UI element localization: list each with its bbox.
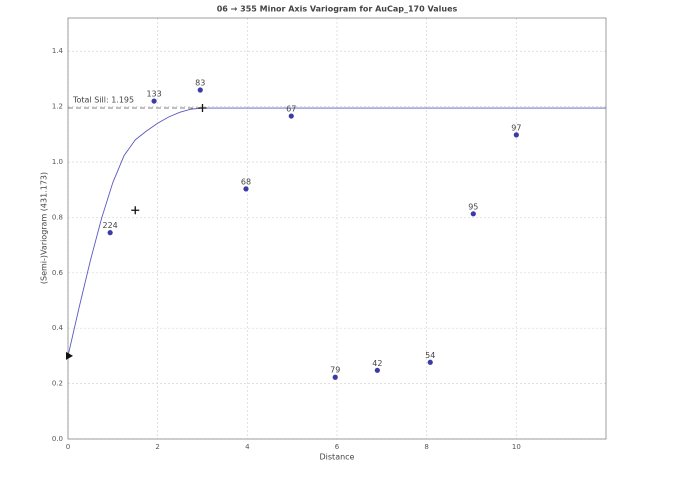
point-label: 97 — [511, 123, 521, 132]
y-tick-label: 0.0 — [52, 435, 63, 443]
x-axis-label: Distance — [320, 453, 355, 462]
plot-frame — [67, 17, 607, 440]
y-tick-label: 1.0 — [52, 158, 63, 166]
x-tick-label: 8 — [424, 443, 428, 451]
point-label: 68 — [241, 177, 251, 186]
point — [197, 87, 203, 93]
point-label: 54 — [425, 351, 435, 360]
nugget-marker — [66, 351, 73, 360]
point-label: 83 — [195, 79, 205, 88]
point — [374, 367, 380, 373]
x-tick-label: 0 — [66, 443, 70, 451]
y-tick-label: 1.4 — [52, 47, 64, 55]
point-label: 67 — [286, 105, 296, 114]
x-tick-label: 10 — [512, 443, 521, 451]
point-label: 42 — [372, 359, 382, 368]
point — [513, 132, 519, 138]
point — [470, 211, 476, 217]
point — [427, 359, 433, 365]
x-tick-label: 6 — [335, 443, 340, 451]
point — [107, 230, 113, 236]
y-tick-label: 0.2 — [52, 380, 63, 388]
model-line — [67, 107, 606, 357]
y-tick-label: 0.4 — [52, 324, 64, 332]
range-marker — [198, 104, 207, 113]
point — [288, 113, 294, 119]
sill-label: Total Sill: 1.195 — [72, 96, 134, 105]
point-label: 133 — [146, 90, 161, 99]
chart-title: 06 → 355 Minor Axis Variogram for AuCap_… — [217, 5, 458, 14]
range-marker — [131, 206, 140, 215]
y-tick-label: 1.2 — [52, 103, 63, 111]
point-label: 224 — [103, 221, 118, 230]
y-tick-label: 0.8 — [52, 213, 63, 221]
y-axis-label: (Semi-)Variogram (431.173) — [40, 172, 49, 284]
point — [243, 186, 249, 192]
point — [151, 98, 157, 104]
point-label: 79 — [330, 366, 340, 375]
x-tick-label: 2 — [155, 443, 159, 451]
y-tick-label: 0.6 — [52, 269, 64, 277]
point-label: 95 — [468, 202, 478, 211]
x-tick-label: 4 — [245, 443, 250, 451]
point — [332, 374, 338, 380]
